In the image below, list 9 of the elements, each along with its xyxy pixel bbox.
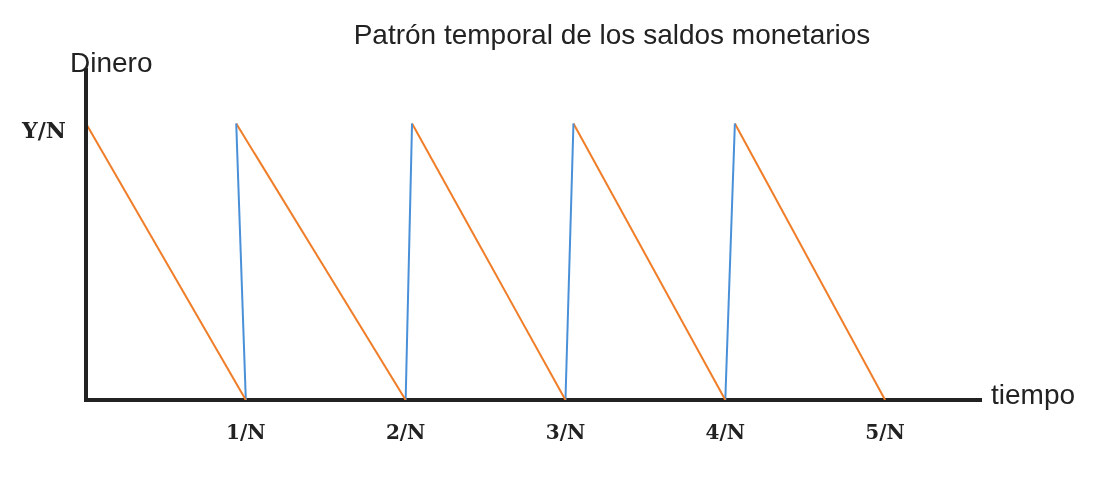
text: Y/N (21, 117, 66, 143)
x-tick-label: 4/N (705, 420, 746, 445)
x-tick-label: 1/N (226, 420, 266, 445)
x-tick-label: 5/N (865, 420, 905, 445)
y-axis-title: Dinero (70, 47, 153, 78)
x-axis-title: tiempo (991, 379, 1076, 410)
x-tick-label: 3/N (545, 420, 586, 445)
chart-title: Patrón temporal de los saldos monetarios (353, 19, 871, 50)
x-tick-label: 2/N (385, 420, 426, 445)
